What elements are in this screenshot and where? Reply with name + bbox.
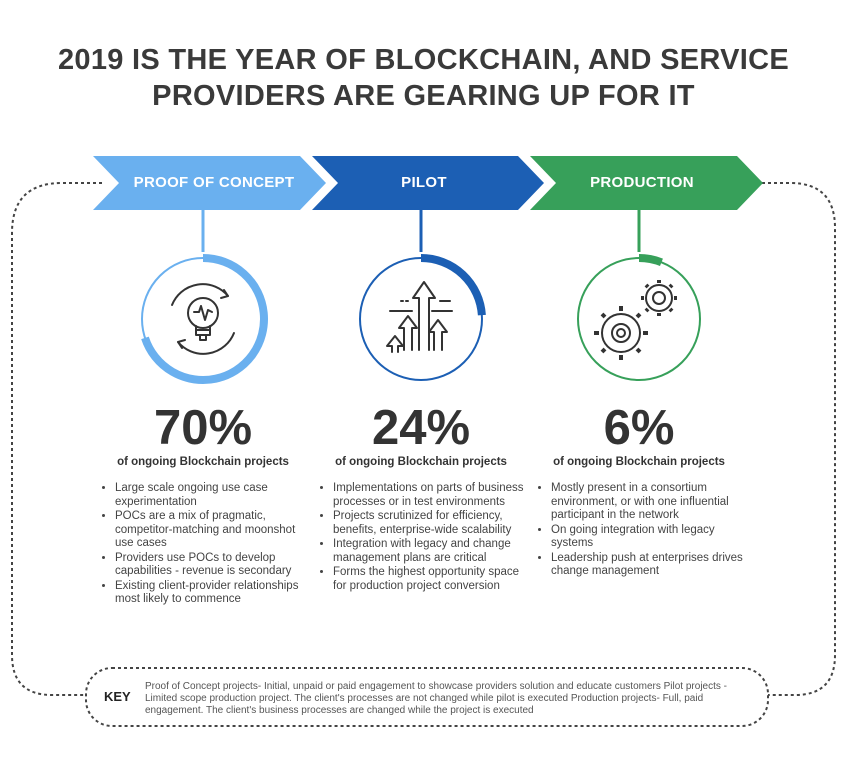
ring-production-base [577,257,701,381]
rising-arrows-icon [386,281,453,353]
list-item: Leadership push at enterprises drives ch… [551,552,751,579]
percent-pilot: 24% [371,401,471,455]
progress-arc-production [638,254,663,267]
list-item: Forms the highest opportunity space for … [333,566,533,593]
stage-label-pilot: PILOT [401,174,447,191]
stage-label-production: PRODUCTION [590,174,694,191]
list-item: Projects scrutinized for efficiency, ben… [333,510,533,537]
list-item: Implementations on parts of business pro… [333,482,533,509]
chevron-proof-of-concept [93,156,326,210]
page-title: 2019 IS THE YEAR OF BLOCKCHAIN, AND SERV… [0,42,847,114]
percent-proof-of-concept: 70% [153,401,253,455]
progress-arc-poc [141,254,268,384]
stage-label-proof-of-concept: PROOF OF CONCEPT [133,174,295,191]
caption-pilot: of ongoing Blockchain projects [335,456,507,468]
list-item: Integration with legacy and change manag… [333,538,533,565]
dashed-outline-right [762,182,836,696]
list-item: POCs are a mix of pragmatic, competitor-… [115,510,315,551]
percent-production: 6% [603,401,675,455]
bullet-list-proof-of-concept: Large scale ongoing use case experimenta… [95,482,315,608]
list-item: Mostly present in a consortium environme… [551,482,751,523]
lightbulb-cycle-icon [171,283,235,355]
gears-icon [594,280,677,360]
bullet-list-pilot: Implementations on parts of business pro… [313,482,533,594]
chevron-production [530,156,763,210]
chevron-pilot [312,156,544,210]
caption-proof-of-concept: of ongoing Blockchain projects [117,456,289,468]
bullet-list-production: Mostly present in a consortium environme… [531,482,751,580]
title-line-1: 2019 IS THE YEAR OF BLOCKCHAIN, AND SERV… [57,44,790,76]
list-item: Existing client-provider relationships m… [115,580,315,607]
key-box [85,667,769,727]
list-item: Large scale ongoing use case experimenta… [115,482,315,509]
key-text: Proof of Concept projects- Initial, unpa… [145,681,727,716]
title-line-2: PROVIDERS ARE GEARING UP FOR IT [152,80,695,112]
list-item: Providers use POCs to develop capabiliti… [115,552,315,579]
dashed-outline [11,182,102,696]
progress-arc-pilot [420,254,486,316]
caption-production: of ongoing Blockchain projects [553,456,725,468]
list-item: On going integration with legacy systems [551,524,751,551]
key-label: KEY [104,689,131,704]
